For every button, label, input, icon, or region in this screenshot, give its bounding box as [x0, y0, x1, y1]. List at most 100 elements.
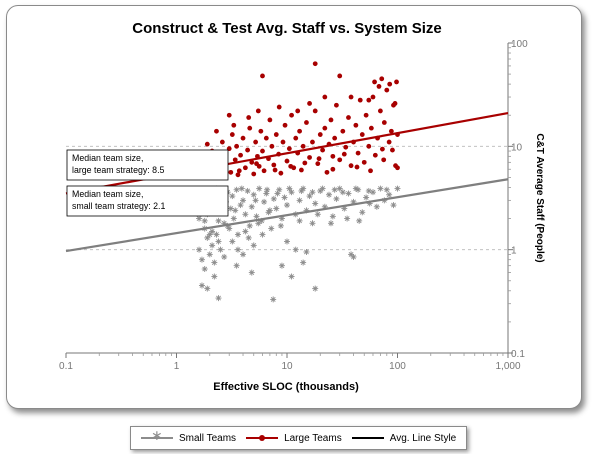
small-team-point — [215, 217, 222, 224]
small-team-point — [198, 282, 205, 289]
large-team-point — [273, 132, 279, 137]
small-team-point — [209, 242, 216, 249]
small-team-point — [259, 231, 266, 238]
small-team-point — [242, 211, 249, 218]
large-team-point — [269, 143, 275, 149]
large-team-point — [258, 128, 264, 134]
large-team-point — [312, 61, 318, 67]
large-team-point — [348, 163, 354, 169]
large-team-point — [328, 117, 334, 123]
legend: ∗ Small Teams Large Teams Avg. Line Style — [130, 426, 467, 450]
large-team-point — [372, 152, 378, 158]
large-team-point — [300, 143, 306, 149]
small-team-point — [246, 222, 253, 229]
large-team-point — [372, 79, 377, 85]
y-tick-label: 100 — [511, 39, 528, 50]
small-team-point — [264, 186, 271, 193]
small-team-point — [329, 213, 336, 220]
legend-line — [351, 437, 384, 439]
large-team-point — [261, 168, 267, 174]
large-team-point — [288, 163, 294, 169]
y-tick-label: 10 — [511, 142, 523, 153]
small-team-point — [253, 213, 260, 220]
large-team-point — [255, 108, 261, 114]
small-team-point — [359, 209, 366, 216]
large-team-point — [254, 161, 259, 167]
small-team-point — [242, 228, 249, 235]
x-tick-label: 100 — [389, 361, 406, 372]
small-team-point — [198, 256, 205, 263]
small-team-point — [201, 265, 208, 272]
small-team-point — [215, 295, 222, 302]
small-team-point — [248, 203, 255, 210]
large-team-point — [238, 152, 243, 158]
small-team-point — [352, 185, 359, 192]
large-team-point — [387, 81, 393, 87]
annotation-border — [66, 149, 229, 181]
legend-item: Large Teams — [246, 432, 342, 444]
large-team-point — [278, 170, 284, 176]
x-tick-label: 1 — [174, 361, 180, 372]
large-team-point — [267, 117, 273, 123]
small-team-point — [300, 259, 307, 266]
large-team-point — [263, 135, 269, 141]
large-team-point — [366, 97, 372, 103]
chart-title: Construct & Test Avg. Staff vs. System S… — [132, 20, 442, 37]
small-team-point — [312, 285, 319, 292]
large-team-point — [284, 158, 290, 164]
large-team-point — [242, 165, 248, 171]
large-team-point — [390, 147, 395, 153]
small-team-point — [237, 202, 244, 209]
x-tick-label: 10 — [281, 361, 293, 372]
small-team-point — [266, 207, 273, 214]
large-team-point — [304, 120, 309, 125]
small-team-point — [284, 202, 290, 209]
large-team-point — [343, 144, 349, 150]
large-team-point — [376, 84, 382, 89]
large-team-point — [379, 146, 385, 152]
small-team-point — [229, 238, 236, 245]
large-team-point — [368, 168, 373, 174]
small-team-point — [394, 185, 401, 192]
large-team-point — [348, 94, 354, 100]
y-axis-label: C&T Average Staff (People) — [534, 133, 545, 262]
y-tick-label: 1 — [511, 246, 517, 257]
large-team-point — [245, 147, 251, 153]
small-team-point — [365, 187, 372, 194]
annotation-box: Median team size, small team strategy: 2.… — [66, 185, 229, 217]
large-team-point — [234, 143, 240, 149]
small-team-point — [245, 234, 252, 241]
large-team-point — [330, 166, 336, 172]
small-team-point — [369, 189, 376, 196]
small-team-point — [292, 246, 299, 253]
large-team-point — [395, 165, 400, 171]
large-team-point — [293, 135, 299, 141]
large-team-point — [322, 94, 328, 100]
legend-item: Avg. Line Style — [351, 432, 456, 444]
large-team-point — [357, 97, 363, 103]
large-team-point — [219, 139, 225, 145]
small-team-point — [270, 296, 277, 303]
large-team-point — [332, 135, 338, 141]
large-team-point — [340, 128, 346, 134]
small-team-point — [383, 186, 390, 193]
small-team-point — [261, 198, 268, 205]
small-team-point — [240, 197, 247, 204]
large-team-point — [214, 128, 219, 134]
large-team-point — [289, 112, 294, 118]
small-team-point — [373, 203, 380, 210]
large-team-point — [366, 143, 372, 149]
small-team-point — [350, 253, 357, 260]
small-team-point — [288, 189, 295, 196]
small-team-point — [278, 262, 285, 269]
small-team-point — [303, 248, 310, 255]
large-team-point — [260, 73, 265, 79]
small-team-point — [238, 185, 245, 192]
small-team-point — [221, 253, 228, 260]
small-team-point — [255, 220, 262, 227]
large-team-point — [337, 73, 343, 79]
large-team-point — [370, 94, 376, 100]
small-team-point — [270, 195, 277, 202]
small-team-point — [327, 220, 334, 227]
small-team-point — [331, 186, 338, 193]
